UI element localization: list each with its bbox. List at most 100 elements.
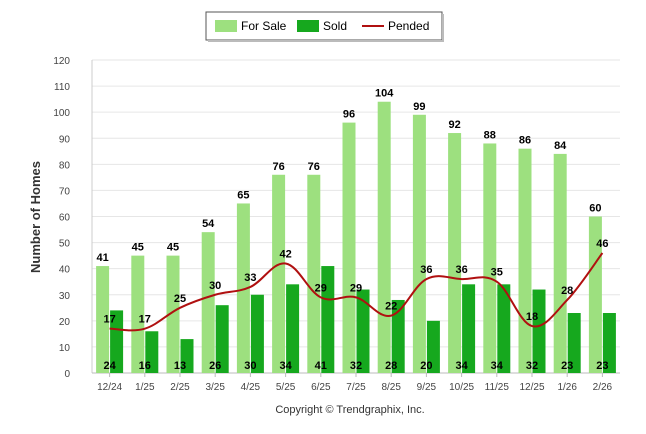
bar-sold [321,266,335,373]
label-sold: 24 [103,360,116,372]
label-pended: 36 [455,264,467,276]
x-tick-label: 11/25 [485,382,510,393]
y-tick-label: 100 [53,108,70,119]
label-pended: 33 [244,272,256,284]
y-tick-label: 80 [59,160,71,171]
x-tick-label: 12/24 [97,382,122,393]
bar-for-sale [483,143,497,373]
label-sold: 32 [350,360,362,372]
label-for-sale: 54 [202,218,215,230]
label-sold: 20 [420,360,432,372]
bar-for-sale [412,114,426,374]
label-for-sale: 104 [375,88,394,100]
bar-for-sale [307,174,321,373]
x-tick-label: 3/25 [205,382,225,393]
bar-for-sale [448,133,462,373]
label-for-sale: 41 [96,252,108,264]
label-pended: 46 [596,238,608,250]
y-tick-label: 10 [59,343,71,354]
label-sold: 16 [139,360,151,372]
bar-sold [215,305,229,373]
y-tick-label: 70 [59,186,71,197]
x-tick-label: 2/25 [170,382,190,393]
bar-for-sale [553,153,567,373]
label-pended: 29 [350,282,362,294]
y-tick-label: 0 [64,369,70,380]
label-for-sale: 45 [167,242,179,254]
y-tick-label: 50 [59,239,71,250]
y-tick-label: 110 [54,82,70,93]
x-tick-label: 2/26 [593,382,613,393]
y-tick-label: 120 [53,56,70,67]
x-tick-label: 6/25 [311,382,331,393]
y-axis-title: Number of Homes [28,161,43,273]
bar-for-sale [96,266,110,373]
x-tick-label: 12/25 [519,382,544,393]
bar-sold [426,320,440,373]
bar-for-sale [588,216,602,373]
label-for-sale: 92 [448,119,460,131]
bar-sold [497,284,511,373]
label-sold: 13 [174,360,186,372]
bar-sold [356,289,370,373]
label-sold: 41 [315,360,327,372]
bar-sold [250,294,264,373]
label-for-sale: 96 [343,109,355,121]
label-sold: 26 [209,360,221,372]
x-tick-label: 5/25 [276,382,296,393]
label-for-sale: 84 [554,140,567,152]
bar-for-sale [342,122,356,373]
bar-for-sale [236,203,250,373]
y-tick-label: 60 [59,213,71,224]
label-sold: 34 [455,360,468,372]
bar-for-sale [377,101,391,373]
y-tick-label: 40 [59,265,71,276]
y-tick-label: 30 [59,291,71,302]
bar-sold [567,313,581,373]
bar-for-sale [201,232,215,373]
bar-sold [391,299,405,373]
label-for-sale: 99 [413,101,425,113]
x-tick-label: 1/25 [135,382,155,393]
bar-sold [110,310,124,373]
x-tick-label: 7/25 [346,382,366,393]
label-for-sale: 88 [484,129,496,141]
x-tick-label: 9/25 [417,382,437,393]
label-pended: 35 [491,267,503,279]
x-tick-label: 4/25 [241,382,261,393]
legend-shadow [208,40,442,42]
bar-sold [145,331,159,373]
label-pended: 42 [279,248,291,260]
bar-for-sale [166,255,180,373]
legend-swatch-sold [297,20,319,32]
bar-for-sale [518,148,532,373]
label-pended: 22 [385,301,397,313]
y-tick-label: 20 [59,317,71,328]
label-sold: 32 [526,360,538,372]
legend-swatch-for-sale [215,20,237,32]
bar-sold [180,339,194,373]
bar-sold [532,289,546,373]
x-tick-label: 8/25 [381,382,401,393]
bar-sold [602,313,616,373]
y-tick-label: 90 [59,134,71,145]
x-axis: 12/24 1/25 2/25 3/25 4/25 5/25 6/25 7/25 8/25 9/2… [97,373,613,393]
bar-for-sale [131,255,145,373]
label-sold: 23 [561,360,573,372]
label-pended: 17 [139,314,151,326]
label-pended: 30 [209,280,221,292]
bars [96,101,616,374]
label-for-sale: 76 [308,161,320,173]
legend-label-for-sale: For Sale [241,19,287,33]
legend-label-sold: Sold [323,19,347,33]
label-for-sale: 60 [589,203,601,215]
x-tick-label: 10/25 [449,382,474,393]
data-labels: 41 45 45 54 65 76 76 96 104 99 92 88 86 84 60 24 16 13 26 3… [96,88,608,372]
copyright-text: Copyright © Trendgraphix, Inc. [275,404,424,416]
label-sold: 28 [385,360,397,372]
label-pended: 28 [561,285,573,297]
label-sold: 30 [244,360,256,372]
label-pended: 25 [174,293,186,305]
bar-sold [462,284,476,373]
